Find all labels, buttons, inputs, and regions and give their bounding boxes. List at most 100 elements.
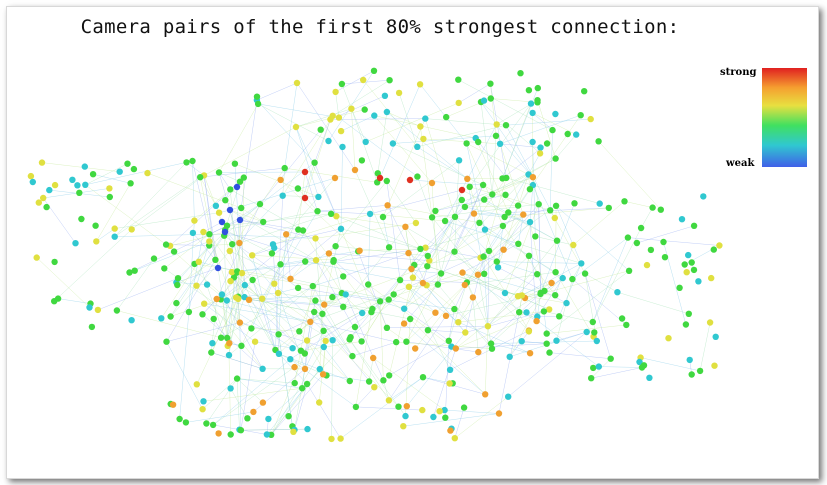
camera-node — [174, 281, 181, 289]
camera-node — [330, 256, 337, 264]
camera-node — [432, 309, 439, 316]
camera-node — [529, 174, 537, 181]
camera-node — [501, 289, 509, 297]
camera-node — [552, 202, 560, 209]
connection-edge — [492, 135, 497, 195]
camera-node — [389, 140, 397, 147]
connection-edge — [282, 168, 285, 196]
connection-edge — [458, 255, 530, 323]
connection-edge — [484, 229, 556, 273]
camera-node — [236, 319, 244, 326]
connection-edge — [417, 124, 507, 148]
camera-node — [481, 270, 488, 277]
camera-node — [72, 240, 79, 247]
connection-edge — [405, 318, 411, 417]
camera-node — [624, 234, 632, 241]
connection-edge — [543, 311, 593, 323]
connection-edge — [521, 295, 567, 304]
camera-node — [228, 268, 236, 276]
connection-edge — [425, 225, 503, 248]
connection-edge — [290, 261, 306, 279]
connection-edge — [357, 251, 388, 328]
connection-edge — [389, 340, 449, 376]
camera-node — [223, 222, 231, 229]
connection-edge — [314, 119, 331, 163]
camera-node — [203, 281, 211, 288]
camera-node — [371, 384, 378, 391]
camera-node — [383, 324, 391, 331]
camera-node — [312, 257, 320, 264]
connection-edge — [503, 214, 524, 250]
connection-edge — [448, 309, 455, 341]
camera-node — [525, 252, 533, 259]
connection-edge — [454, 160, 460, 252]
camera-node — [665, 335, 672, 342]
connection-edge — [161, 245, 210, 319]
camera-node — [578, 260, 585, 267]
connection-edge — [458, 297, 474, 323]
connection-edge — [445, 220, 519, 245]
camera-node — [406, 176, 414, 184]
connection-edge — [97, 277, 179, 311]
camera-node — [218, 218, 226, 226]
camera-node — [390, 291, 397, 298]
camera-node — [552, 110, 559, 118]
connection-edge — [491, 343, 531, 354]
camera-node — [263, 431, 271, 438]
camera-node — [238, 269, 246, 277]
camera-node — [233, 375, 241, 382]
camera-node — [215, 209, 223, 216]
connection-edge — [338, 117, 418, 177]
camera-node — [321, 301, 328, 308]
camera-node — [376, 174, 384, 182]
camera-node — [259, 365, 266, 372]
camera-node — [265, 415, 272, 423]
connection-edge — [212, 273, 243, 344]
camera-node — [591, 329, 598, 336]
camera-node — [383, 108, 391, 116]
camera-node — [455, 319, 462, 326]
camera-node — [89, 171, 97, 178]
camera-node — [700, 193, 707, 200]
connection-edge — [340, 115, 375, 132]
camera-node — [212, 256, 219, 263]
connection-edge — [454, 251, 530, 332]
camera-node — [487, 340, 495, 347]
camera-node — [534, 97, 541, 104]
camera-node — [238, 342, 245, 349]
camera-node — [458, 186, 466, 194]
connection-edge — [505, 118, 591, 126]
camera-node — [564, 130, 571, 138]
camera-node — [556, 313, 563, 320]
camera-node — [484, 323, 492, 330]
camera-node — [589, 318, 596, 326]
camera-node — [182, 419, 190, 426]
connection-edge — [248, 299, 305, 354]
connection-edge — [345, 294, 455, 310]
connection-edge — [196, 296, 239, 385]
camera-node — [393, 338, 400, 346]
camera-node — [238, 204, 245, 212]
camera-node — [346, 336, 353, 343]
camera-node — [348, 105, 355, 112]
camera-node — [229, 241, 236, 248]
camera-node — [303, 380, 311, 388]
camera-node — [409, 274, 417, 281]
connection-edges — [36, 70, 720, 439]
connection-edge — [285, 234, 291, 279]
connection-edge — [203, 387, 303, 402]
camera-node — [502, 122, 510, 129]
camera-node — [131, 267, 138, 274]
connection-edge — [176, 282, 208, 285]
connection-edge — [529, 222, 545, 291]
connection-edge — [237, 378, 295, 384]
connection-edge — [170, 231, 226, 317]
connection-edge — [354, 169, 390, 248]
camera-node — [337, 225, 345, 232]
camera-node — [695, 278, 702, 285]
camera-node — [506, 353, 513, 360]
camera-node — [420, 135, 427, 143]
connection-edge — [282, 115, 333, 196]
camera-node — [430, 413, 437, 421]
